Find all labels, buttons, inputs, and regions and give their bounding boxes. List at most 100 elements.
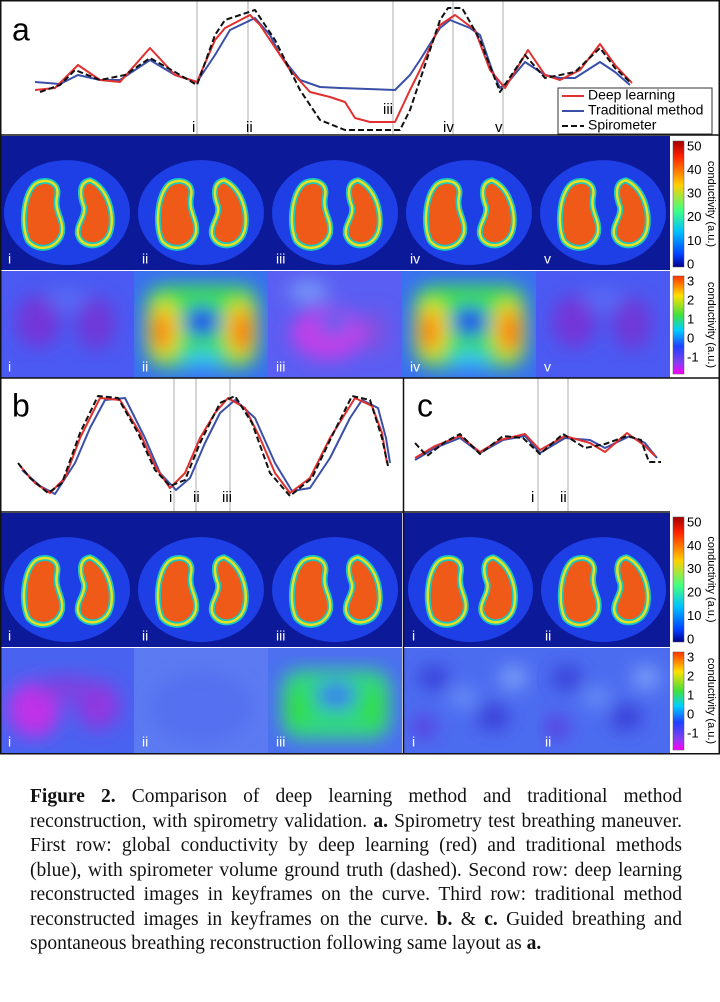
panel-label: c	[417, 387, 433, 423]
colorbar-tick-label: 2	[687, 292, 694, 307]
panel-borders	[0, 0, 720, 755]
image-label: i	[412, 628, 415, 644]
image-label: ii	[142, 628, 148, 644]
dl-image	[134, 513, 268, 647]
colorbar-tick-label: -1	[687, 725, 699, 740]
keyframe-label: iii	[383, 101, 393, 118]
image-label: i	[8, 734, 11, 750]
caption-panel-ref: b.	[436, 908, 453, 930]
colorbar-title: conductivity (a.u.)	[705, 282, 717, 368]
caption-text: Guided breathing and spontaneous breathi…	[30, 908, 683, 955]
keyframe-label: ii	[246, 119, 253, 136]
keyframe-label: i	[169, 489, 172, 506]
image-label: iv	[410, 251, 420, 267]
traditional-image	[134, 271, 268, 378]
caption-text: Comparison of deep learning method and t…	[30, 786, 682, 832]
dl-image	[0, 513, 134, 647]
colorbar	[672, 516, 685, 643]
colorbar-title: conductivity (a.u.)	[705, 658, 717, 744]
image-label: ii	[142, 359, 148, 375]
traditional-image	[0, 271, 134, 378]
colorbar-tick-label: 0	[687, 706, 694, 721]
dl-image	[134, 136, 268, 270]
colorbar-tick-label: 0	[687, 256, 694, 271]
traditional-image	[402, 271, 536, 378]
keyframe-label: i	[192, 119, 195, 136]
caption-text: Spirometry test breathing maneuver. Firs…	[30, 810, 682, 930]
image-label: iii	[276, 359, 285, 375]
image-label: iv	[410, 359, 420, 375]
traditional-image	[134, 648, 268, 753]
traditional-image	[536, 271, 670, 378]
figure: Deep learning Traditional method Spirome…	[0, 0, 720, 755]
caption: Figure 2. Comparison of deep learning me…	[30, 785, 682, 957]
image-label: ii	[545, 628, 551, 644]
dl-image	[268, 136, 402, 270]
curve-panel-a: Deep learning Traditional method Spirome…	[12, 0, 713, 135]
colorbar-tick-label: 20	[687, 209, 701, 224]
colorbar-tick-label: 0	[687, 631, 694, 646]
traditional-image	[0, 648, 134, 753]
image-label: i	[8, 359, 11, 375]
dl-image	[268, 513, 402, 647]
traditional-image	[268, 648, 402, 753]
colorbar-tick-label: 2	[687, 668, 694, 683]
colorbar-tick-label: 40	[687, 538, 701, 553]
panel-label: b	[12, 387, 30, 423]
image-label: ii	[142, 251, 148, 267]
image-label: ii	[142, 734, 148, 750]
caption-panel-ref: a.	[526, 933, 542, 954]
curve-panel-c: c	[414, 378, 661, 512]
keyframe-label: ii	[193, 489, 200, 506]
colorbar-tick-label: 1	[687, 687, 694, 702]
image-label: i	[412, 734, 415, 750]
curve-panel-b: b	[12, 378, 391, 512]
dl-image	[402, 136, 536, 270]
colorbar-title: conductivity (a.u.)	[705, 161, 717, 247]
colorbar-title: conductivity (a.u.)	[705, 536, 717, 622]
keyframe-label: ii	[560, 489, 567, 506]
image-label: i	[8, 628, 11, 644]
image-label: i	[8, 251, 11, 267]
image-label: iii	[276, 628, 285, 644]
colorbar-tick-label: 30	[687, 561, 701, 576]
colorbar-tick-label: 3	[687, 273, 694, 288]
legend-label: Spirometer	[588, 117, 657, 133]
image-label: v	[544, 359, 551, 375]
colorbar-tick-label: 1	[687, 311, 694, 326]
traditional-image	[404, 648, 537, 753]
colorbar-tick-label: 10	[687, 608, 701, 623]
image-label: ii	[545, 734, 551, 750]
colorbar-tick-label: 30	[687, 186, 701, 201]
colorbar-tick-label: -1	[687, 349, 699, 364]
keyframe-label: i	[531, 489, 534, 506]
keyframe-label: iv	[443, 119, 454, 136]
keyframe-label: v	[495, 119, 503, 136]
traditional-image	[537, 648, 670, 753]
colorbar	[672, 140, 685, 268]
dl-image	[537, 513, 670, 647]
panel-label: a	[12, 11, 30, 47]
caption-panel-ref: a.	[373, 810, 388, 832]
colorbar-tick-label: 0	[687, 330, 694, 345]
image-label: v	[544, 251, 551, 267]
colorbar-tick-label: 10	[687, 233, 701, 248]
caption-panel-ref: c.	[484, 908, 498, 930]
keyframe-label: iii	[222, 489, 232, 506]
dl-image	[404, 513, 537, 647]
colorbar-tick-label: 20	[687, 585, 701, 600]
legend-label: Traditional method	[588, 102, 703, 118]
dl-image	[0, 136, 134, 270]
caption-figure-label: Figure 2.	[30, 786, 116, 807]
colorbar-tick-label: 3	[687, 649, 694, 664]
legend-label: Deep learning	[588, 87, 675, 103]
traditional-image	[268, 271, 402, 378]
colorbar	[672, 275, 685, 375]
colorbar-tick-label: 40	[687, 162, 701, 177]
colorbar	[672, 651, 685, 751]
image-label: iii	[276, 251, 285, 267]
image-label: iii	[276, 734, 285, 750]
colorbar-tick-label: 50	[687, 514, 701, 529]
colorbar-tick-label: 50	[687, 138, 701, 153]
